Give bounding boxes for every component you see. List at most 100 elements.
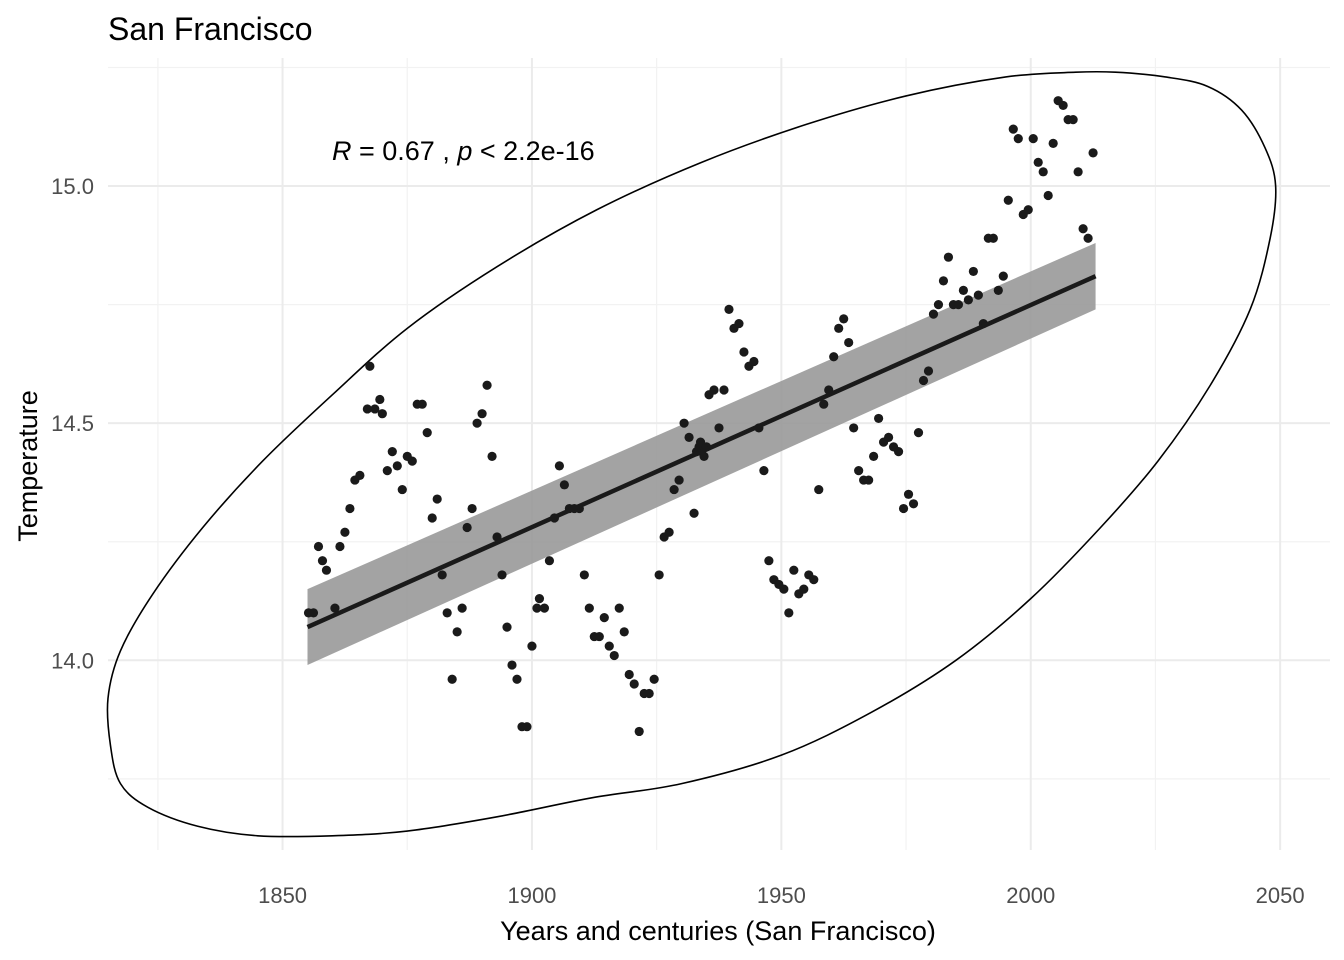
y-axis-ticks: 14.0 14.5 15.0: [51, 174, 94, 673]
data-point: [599, 613, 609, 623]
data-point: [432, 494, 442, 504]
data-point: [1083, 233, 1093, 243]
data-point: [308, 608, 319, 618]
data-point: [864, 475, 874, 485]
ellipse-outline: [106, 70, 1277, 838]
data-point: [654, 570, 664, 580]
data-point: [819, 399, 829, 409]
data-point: [928, 309, 939, 319]
data-point: [604, 641, 614, 651]
data-point: [467, 503, 477, 514]
data-point: [317, 556, 328, 566]
data-point: [734, 318, 744, 329]
data-point: [988, 233, 998, 243]
data-point: [739, 347, 749, 357]
data-point: [345, 503, 355, 514]
data-point: [799, 584, 809, 594]
data-point: [377, 409, 387, 419]
data-point: [998, 271, 1008, 281]
data-point: [973, 290, 983, 300]
data-point: [497, 570, 507, 580]
data-point: [1058, 100, 1068, 111]
data-point: [923, 366, 934, 376]
data-point: [789, 565, 799, 575]
chart-title: San Francisco: [108, 11, 313, 47]
data-point: [689, 508, 699, 518]
data-point: [854, 465, 864, 476]
data-point: [874, 413, 884, 424]
data-points: [303, 96, 1098, 737]
data-point: [452, 627, 462, 637]
fit-line: [306, 274, 1097, 630]
data-point: [534, 594, 545, 604]
data-point: [437, 570, 447, 580]
data-point: [913, 428, 924, 438]
data-point: [1003, 195, 1013, 205]
data-point: [584, 603, 594, 613]
x-tick-label: 2000: [1006, 883, 1055, 908]
data-point: [814, 484, 824, 495]
data-point: [1068, 115, 1078, 125]
data-point: [1073, 167, 1083, 177]
data-point: [809, 575, 819, 585]
data-point: [834, 323, 844, 333]
data-point: [512, 674, 522, 684]
y-tick-label: 15.0: [51, 174, 94, 199]
data-point: [709, 385, 719, 395]
data-point: [849, 423, 859, 433]
data-point: [869, 451, 879, 461]
regression-line: [306, 274, 1097, 630]
data-point: [482, 380, 492, 390]
data-point: [963, 295, 973, 305]
data-point: [1028, 134, 1038, 144]
data-point: [779, 584, 789, 594]
data-point: [1023, 205, 1033, 215]
data-point: [968, 266, 978, 277]
grid: [108, 58, 1330, 850]
data-point: [714, 423, 724, 433]
data-point: [839, 314, 849, 324]
data-point: [759, 465, 769, 476]
confidence-ellipse: [106, 70, 1277, 838]
data-point: [669, 484, 679, 495]
data-point: [1048, 138, 1058, 148]
data-point: [532, 603, 542, 613]
data-point: [375, 394, 385, 405]
data-point: [472, 418, 482, 428]
data-point: [898, 503, 909, 514]
data-point: [522, 722, 532, 732]
data-point: [614, 603, 624, 613]
data-point: [664, 527, 674, 537]
data-point: [362, 404, 372, 414]
data-point: [624, 669, 634, 680]
x-tick-label: 1950: [757, 883, 806, 908]
x-tick-label: 1900: [507, 883, 556, 908]
data-point: [1088, 148, 1098, 158]
y-tick-label: 14.0: [51, 648, 94, 673]
data-point: [407, 456, 417, 466]
data-point: [699, 451, 709, 461]
data-point: [883, 432, 894, 443]
data-point: [477, 409, 487, 419]
data-point: [918, 375, 929, 386]
data-point: [422, 428, 432, 438]
data-point: [1078, 224, 1088, 234]
data-point: [330, 603, 340, 613]
data-point: [594, 631, 604, 642]
x-axis-ticks: 1850 1900 1950 2000 2050: [258, 883, 1305, 908]
data-point: [674, 475, 684, 485]
y-tick-label: 14.5: [51, 411, 94, 436]
x-tick-label: 2050: [1256, 883, 1305, 908]
data-point: [1013, 134, 1023, 144]
data-point: [313, 541, 324, 552]
data-point: [933, 300, 944, 310]
data-point: [382, 465, 392, 476]
data-point: [938, 276, 949, 286]
data-point: [953, 300, 964, 310]
p-value: < 2.2e-16: [472, 136, 594, 166]
data-point: [764, 556, 774, 566]
data-point: [387, 447, 397, 457]
correlation-annotation: R = 0.67 , p < 2.2e-16: [332, 136, 595, 166]
x-tick-label: 1850: [258, 883, 307, 908]
data-point: [447, 674, 457, 684]
